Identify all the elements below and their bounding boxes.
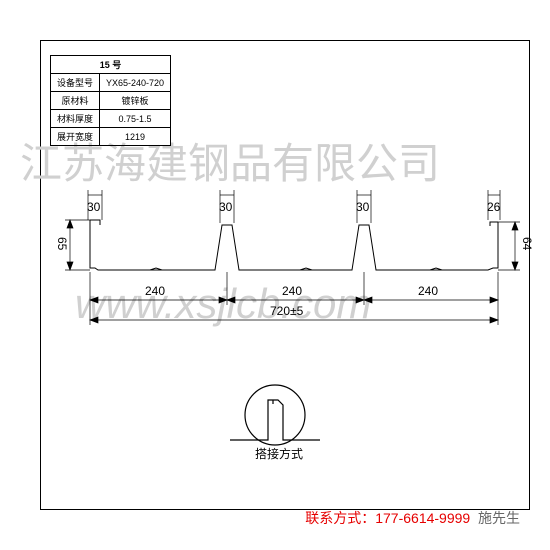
dim-height-right: 64 bbox=[520, 237, 534, 250]
contact-name: 施先生 bbox=[478, 510, 520, 526]
joint-label: 搭接方式 bbox=[255, 445, 303, 462]
dim-seg-1: 240 bbox=[145, 284, 165, 298]
contact-prefix: 联系方式： bbox=[305, 510, 375, 526]
dim-seg-2: 240 bbox=[282, 284, 302, 298]
dim-flange-3: 30 bbox=[356, 200, 369, 214]
dim-seg-3: 240 bbox=[418, 284, 438, 298]
dim-total: 720±5 bbox=[270, 304, 303, 318]
dim-flange-2: 30 bbox=[219, 200, 232, 214]
profile-drawing bbox=[0, 0, 550, 550]
contact-phone: 177-6614-9999 bbox=[375, 510, 470, 526]
dim-flange-4: 26 bbox=[487, 200, 500, 214]
dim-flange-1: 30 bbox=[87, 200, 100, 214]
dim-height-left: 65 bbox=[55, 237, 69, 250]
contact-line: 联系方式：177-6614-9999 施先生 bbox=[305, 508, 520, 528]
